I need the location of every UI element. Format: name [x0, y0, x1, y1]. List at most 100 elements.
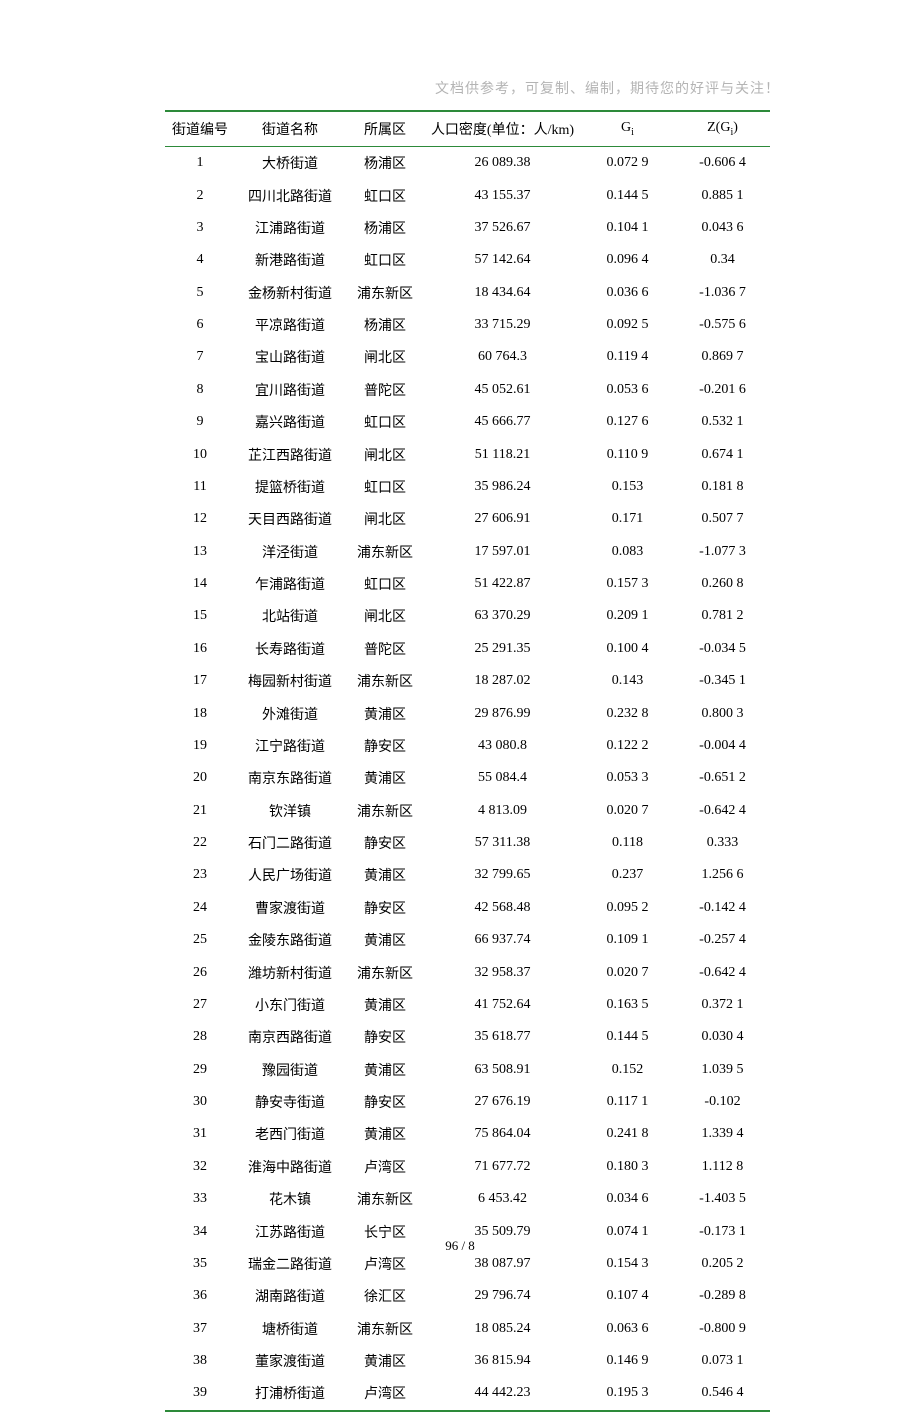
table-row: 9嘉兴路街道虹口区45 666.770.127 60.532 1 — [165, 406, 770, 438]
cell-name: 静安寺街道 — [235, 1086, 345, 1118]
cell-district: 黄浦区 — [345, 989, 425, 1021]
table-row: 10芷江西路街道闸北区51 118.210.110 90.674 1 — [165, 438, 770, 470]
cell-density: 37 526.67 — [425, 212, 580, 244]
cell-id: 10 — [165, 438, 235, 470]
cell-district: 杨浦区 — [345, 212, 425, 244]
cell-district: 黄浦区 — [345, 1345, 425, 1377]
cell-id: 18 — [165, 697, 235, 729]
cell-district: 浦东新区 — [345, 1183, 425, 1215]
table-row: 12天目西路街道闸北区27 606.910.1710.507 7 — [165, 503, 770, 535]
cell-name: 四川北路街道 — [235, 179, 345, 211]
cell-name: 豫园街道 — [235, 1054, 345, 1086]
table-row: 2四川北路街道虹口区43 155.370.144 50.885 1 — [165, 179, 770, 211]
cell-gi: 0.104 1 — [580, 212, 675, 244]
cell-district: 卢湾区 — [345, 1151, 425, 1183]
cell-density: 41 752.64 — [425, 989, 580, 1021]
table-row: 4新港路街道虹口区57 142.640.096 40.34 — [165, 244, 770, 276]
cell-district: 静安区 — [345, 730, 425, 762]
cell-zgi: 0.507 7 — [675, 503, 770, 535]
cell-zgi: 1.039 5 — [675, 1054, 770, 1086]
cell-gi: 0.096 4 — [580, 244, 675, 276]
cell-name: 新港路街道 — [235, 244, 345, 276]
cell-id: 2 — [165, 179, 235, 211]
cell-id: 20 — [165, 762, 235, 794]
data-table-container: 街道编号 街道名称 所属区 人口密度(单位：人/km) Gi Z(Gi) 1大桥… — [165, 110, 770, 1412]
cell-id: 31 — [165, 1118, 235, 1150]
cell-gi: 0.053 3 — [580, 762, 675, 794]
cell-zgi: -0.034 5 — [675, 633, 770, 665]
cell-district: 虹口区 — [345, 471, 425, 503]
cell-density: 18 085.24 — [425, 1313, 580, 1345]
cell-district: 浦东新区 — [345, 277, 425, 309]
cell-zgi: -0.004 4 — [675, 730, 770, 762]
cell-density: 18 287.02 — [425, 665, 580, 697]
cell-id: 3 — [165, 212, 235, 244]
cell-density: 51 422.87 — [425, 568, 580, 600]
cell-density: 55 084.4 — [425, 762, 580, 794]
table-row: 29豫园街道黄浦区63 508.910.1521.039 5 — [165, 1054, 770, 1086]
cell-id: 15 — [165, 600, 235, 632]
table-row: 20南京东路街道黄浦区55 084.40.053 3-0.651 2 — [165, 762, 770, 794]
table-row: 13洋泾街道浦东新区17 597.010.083-1.077 3 — [165, 536, 770, 568]
cell-name: 平凉路街道 — [235, 309, 345, 341]
cell-id: 17 — [165, 665, 235, 697]
cell-district: 黄浦区 — [345, 1118, 425, 1150]
cell-district: 浦东新区 — [345, 665, 425, 697]
cell-zgi: 0.043 6 — [675, 212, 770, 244]
cell-density: 29 876.99 — [425, 697, 580, 729]
cell-zgi: 0.869 7 — [675, 341, 770, 373]
cell-zgi: -0.142 4 — [675, 892, 770, 924]
cell-name: 天目西路街道 — [235, 503, 345, 535]
cell-district: 黄浦区 — [345, 1054, 425, 1086]
cell-name: 外滩街道 — [235, 697, 345, 729]
cell-zgi: -0.345 1 — [675, 665, 770, 697]
cell-gi: 0.195 3 — [580, 1377, 675, 1410]
cell-density: 17 597.01 — [425, 536, 580, 568]
cell-district: 闸北区 — [345, 438, 425, 470]
cell-district: 虹口区 — [345, 179, 425, 211]
cell-gi: 0.237 — [580, 859, 675, 891]
cell-density: 32 799.65 — [425, 859, 580, 891]
cell-district: 浦东新区 — [345, 1313, 425, 1345]
cell-density: 27 676.19 — [425, 1086, 580, 1118]
cell-name: 金陵东路街道 — [235, 924, 345, 956]
cell-zgi: 0.372 1 — [675, 989, 770, 1021]
cell-zgi: -0.201 6 — [675, 374, 770, 406]
table-row: 24曹家渡街道静安区42 568.480.095 2-0.142 4 — [165, 892, 770, 924]
zgi-suffix: ) — [733, 120, 738, 135]
table-row: 28南京西路街道静安区35 618.770.144 50.030 4 — [165, 1021, 770, 1053]
cell-gi: 0.083 — [580, 536, 675, 568]
cell-density: 63 370.29 — [425, 600, 580, 632]
cell-gi: 0.122 2 — [580, 730, 675, 762]
table-header-row: 街道编号 街道名称 所属区 人口密度(单位：人/km) Gi Z(Gi) — [165, 111, 770, 147]
cell-density: 6 453.42 — [425, 1183, 580, 1215]
cell-density: 66 937.74 — [425, 924, 580, 956]
cell-id: 1 — [165, 147, 235, 180]
cell-district: 黄浦区 — [345, 924, 425, 956]
cell-id: 33 — [165, 1183, 235, 1215]
cell-id: 26 — [165, 956, 235, 988]
cell-zgi: -0.289 8 — [675, 1280, 770, 1312]
cell-district: 虹口区 — [345, 244, 425, 276]
table-row: 7宝山路街道闸北区60 764.30.119 40.869 7 — [165, 341, 770, 373]
cell-gi: 0.020 7 — [580, 795, 675, 827]
cell-district: 卢湾区 — [345, 1377, 425, 1410]
cell-gi: 0.092 5 — [580, 309, 675, 341]
cell-gi: 0.157 3 — [580, 568, 675, 600]
cell-name: 南京东路街道 — [235, 762, 345, 794]
cell-gi: 0.119 4 — [580, 341, 675, 373]
cell-id: 19 — [165, 730, 235, 762]
cell-gi: 0.146 9 — [580, 1345, 675, 1377]
cell-zgi: 0.781 2 — [675, 600, 770, 632]
cell-name: 曹家渡街道 — [235, 892, 345, 924]
table-row: 38董家渡街道黄浦区36 815.940.146 90.073 1 — [165, 1345, 770, 1377]
cell-zgi: 0.030 4 — [675, 1021, 770, 1053]
cell-density: 63 508.91 — [425, 1054, 580, 1086]
cell-gi: 0.163 5 — [580, 989, 675, 1021]
cell-district: 闸北区 — [345, 503, 425, 535]
cell-density: 51 118.21 — [425, 438, 580, 470]
cell-name: 塘桥街道 — [235, 1313, 345, 1345]
cell-gi: 0.117 1 — [580, 1086, 675, 1118]
cell-name: 花木镇 — [235, 1183, 345, 1215]
cell-zgi: -0.257 4 — [675, 924, 770, 956]
